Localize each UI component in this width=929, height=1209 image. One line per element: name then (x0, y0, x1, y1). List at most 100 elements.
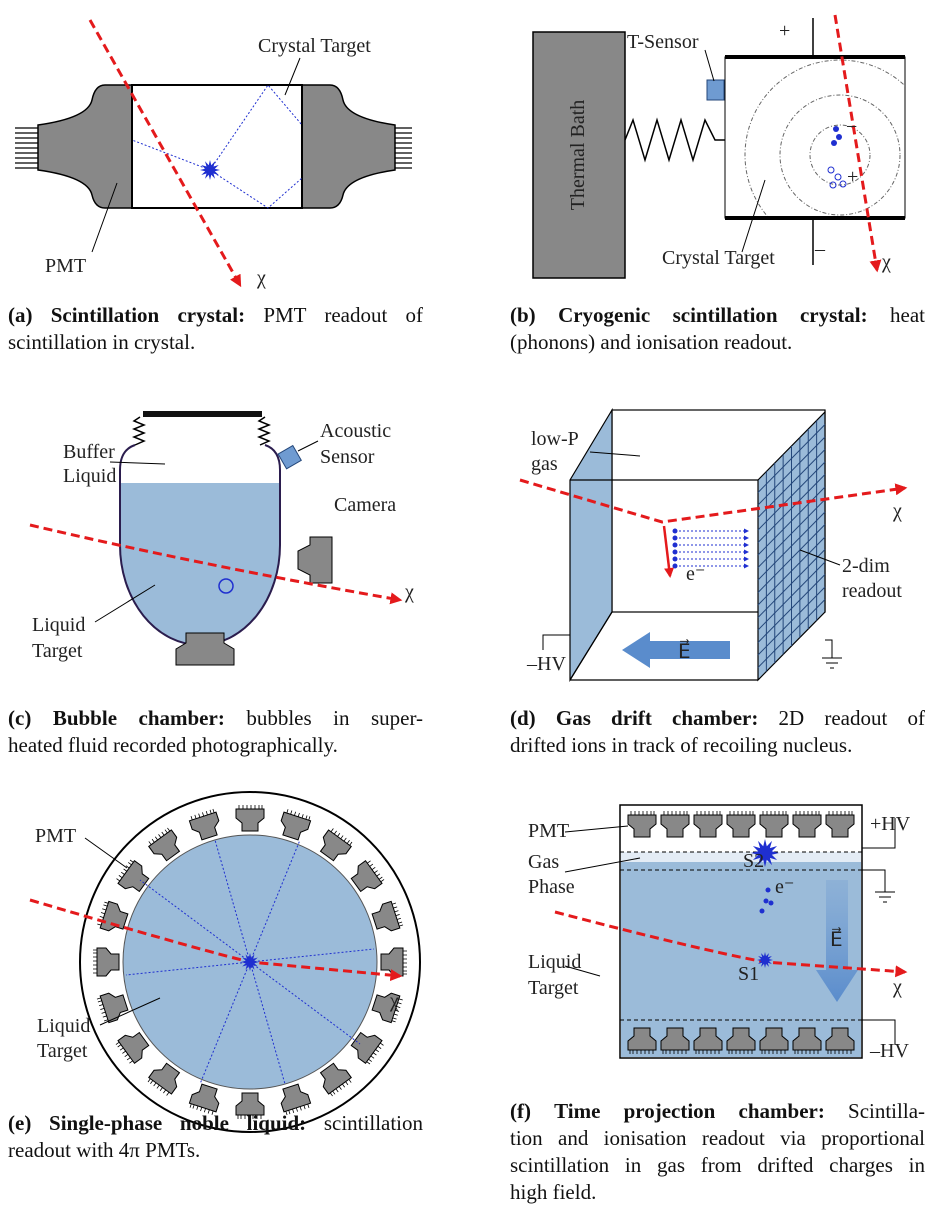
pmt-body (759, 1027, 789, 1051)
interaction (241, 953, 259, 971)
caption-line: scintillation in crystal. (8, 329, 423, 356)
label: E⃗ (830, 926, 843, 951)
pmt-body (726, 1027, 756, 1051)
pmt-pins (237, 1115, 262, 1119)
pmt (825, 1027, 855, 1054)
label: Buffer (63, 441, 115, 463)
pmt-pins (827, 1050, 852, 1054)
caption-label: (e) (8, 1111, 32, 1135)
pmt-pins (391, 902, 404, 927)
pmt-pins (286, 809, 311, 821)
electron (672, 528, 678, 534)
pmt-body (627, 1027, 657, 1051)
pmt-body (280, 811, 312, 841)
caption-text: readout with 4π PMTs. (8, 1138, 201, 1162)
panel-a (15, 19, 412, 288)
s1-signal (757, 952, 773, 968)
pmt-pins (729, 811, 754, 815)
pmt (726, 1027, 756, 1054)
pmt-pins (116, 859, 134, 882)
pmt (235, 805, 265, 832)
caption-line: drifted ions in track of recoiling nucle… (510, 732, 925, 759)
label: T-Sensor (627, 31, 699, 53)
caption-title: Bubble chamber: (52, 706, 225, 730)
caption-text: heated fluid recorded photographically. (8, 733, 338, 757)
light-paths (125, 839, 375, 1085)
caption-label: (a) (8, 303, 33, 327)
label: + (779, 20, 790, 42)
caption-text: high field. (510, 1180, 597, 1204)
pmt-pins (93, 949, 97, 974)
caption-line: (b) Cryogenic scintillation crystal: hea… (510, 302, 925, 329)
label: − (846, 116, 857, 138)
particle-track (29, 523, 403, 605)
caption-line: (phonons) and ionisation readout. (510, 329, 925, 356)
particle-track (88, 19, 242, 288)
pmt-body (148, 1062, 181, 1095)
hv-wires (862, 818, 896, 1045)
pmt (116, 859, 150, 893)
pmt (726, 811, 756, 838)
pmt-body (350, 1031, 383, 1064)
pmt-body (759, 814, 789, 838)
caption-line: (c) Bubble chamber: bubbles in super- (8, 705, 423, 732)
t-sensor (706, 79, 725, 101)
field-arrow (622, 632, 730, 668)
pmt (627, 1027, 657, 1054)
pmt-body (99, 992, 129, 1024)
pmt (693, 811, 723, 838)
label: Liquid (37, 1015, 90, 1037)
pmt (660, 811, 690, 838)
pmt (759, 811, 789, 838)
panel-b (532, 14, 906, 279)
pmt-body (235, 1092, 265, 1116)
label: S2 (743, 850, 764, 872)
caption: (e) Single-phase noble liquid: scintilla… (8, 1110, 423, 1164)
spring (624, 117, 725, 163)
label: Acoustic (320, 420, 391, 442)
label: Target (32, 640, 83, 662)
caption-text: 2D readout of (778, 706, 926, 730)
pmt-body (792, 814, 822, 838)
acoustic-sensor (277, 444, 302, 470)
pmt (188, 808, 220, 841)
pmt (280, 1083, 312, 1116)
star-shape (200, 160, 220, 180)
pmt-pins (147, 1078, 170, 1096)
electrodes (725, 55, 905, 220)
caption-text: bubbles in super- (246, 706, 424, 730)
grid-line (757, 486, 826, 556)
label: Sensor (320, 446, 375, 468)
label: PMT (528, 820, 569, 842)
electrons (831, 126, 842, 146)
pmt-body (693, 1027, 723, 1051)
pmt (319, 828, 353, 862)
interaction (200, 160, 220, 180)
pmt-pins (828, 811, 853, 815)
grid-line (757, 549, 826, 618)
pmt-body (825, 1027, 855, 1051)
panel-e (29, 791, 421, 1133)
caption: (f) Time projection chamber: Scintilla-t… (510, 1098, 925, 1206)
grid-line (757, 586, 826, 656)
recoil-track (662, 525, 675, 578)
pmt-pins (330, 828, 353, 846)
label: Liquid (32, 614, 85, 636)
particle-track (833, 14, 882, 273)
pmt-pins (663, 811, 688, 815)
label: E⃗ (678, 638, 691, 663)
label: Crystal Target (258, 35, 371, 57)
caption-text: scintillation (323, 1111, 424, 1135)
pmt-pins (662, 1050, 687, 1054)
drift-electrons (672, 528, 749, 569)
caption-text: scintillation in gas from drifted charge… (510, 1153, 925, 1177)
pmt-body (319, 1062, 352, 1095)
pmt-pins (238, 805, 263, 809)
caption-text: PMT readout of (263, 303, 424, 327)
label: readout (842, 580, 902, 602)
liquid (621, 862, 861, 1057)
thermal-bath (532, 31, 626, 279)
pmt-body (371, 992, 401, 1024)
top-plate (143, 411, 262, 417)
